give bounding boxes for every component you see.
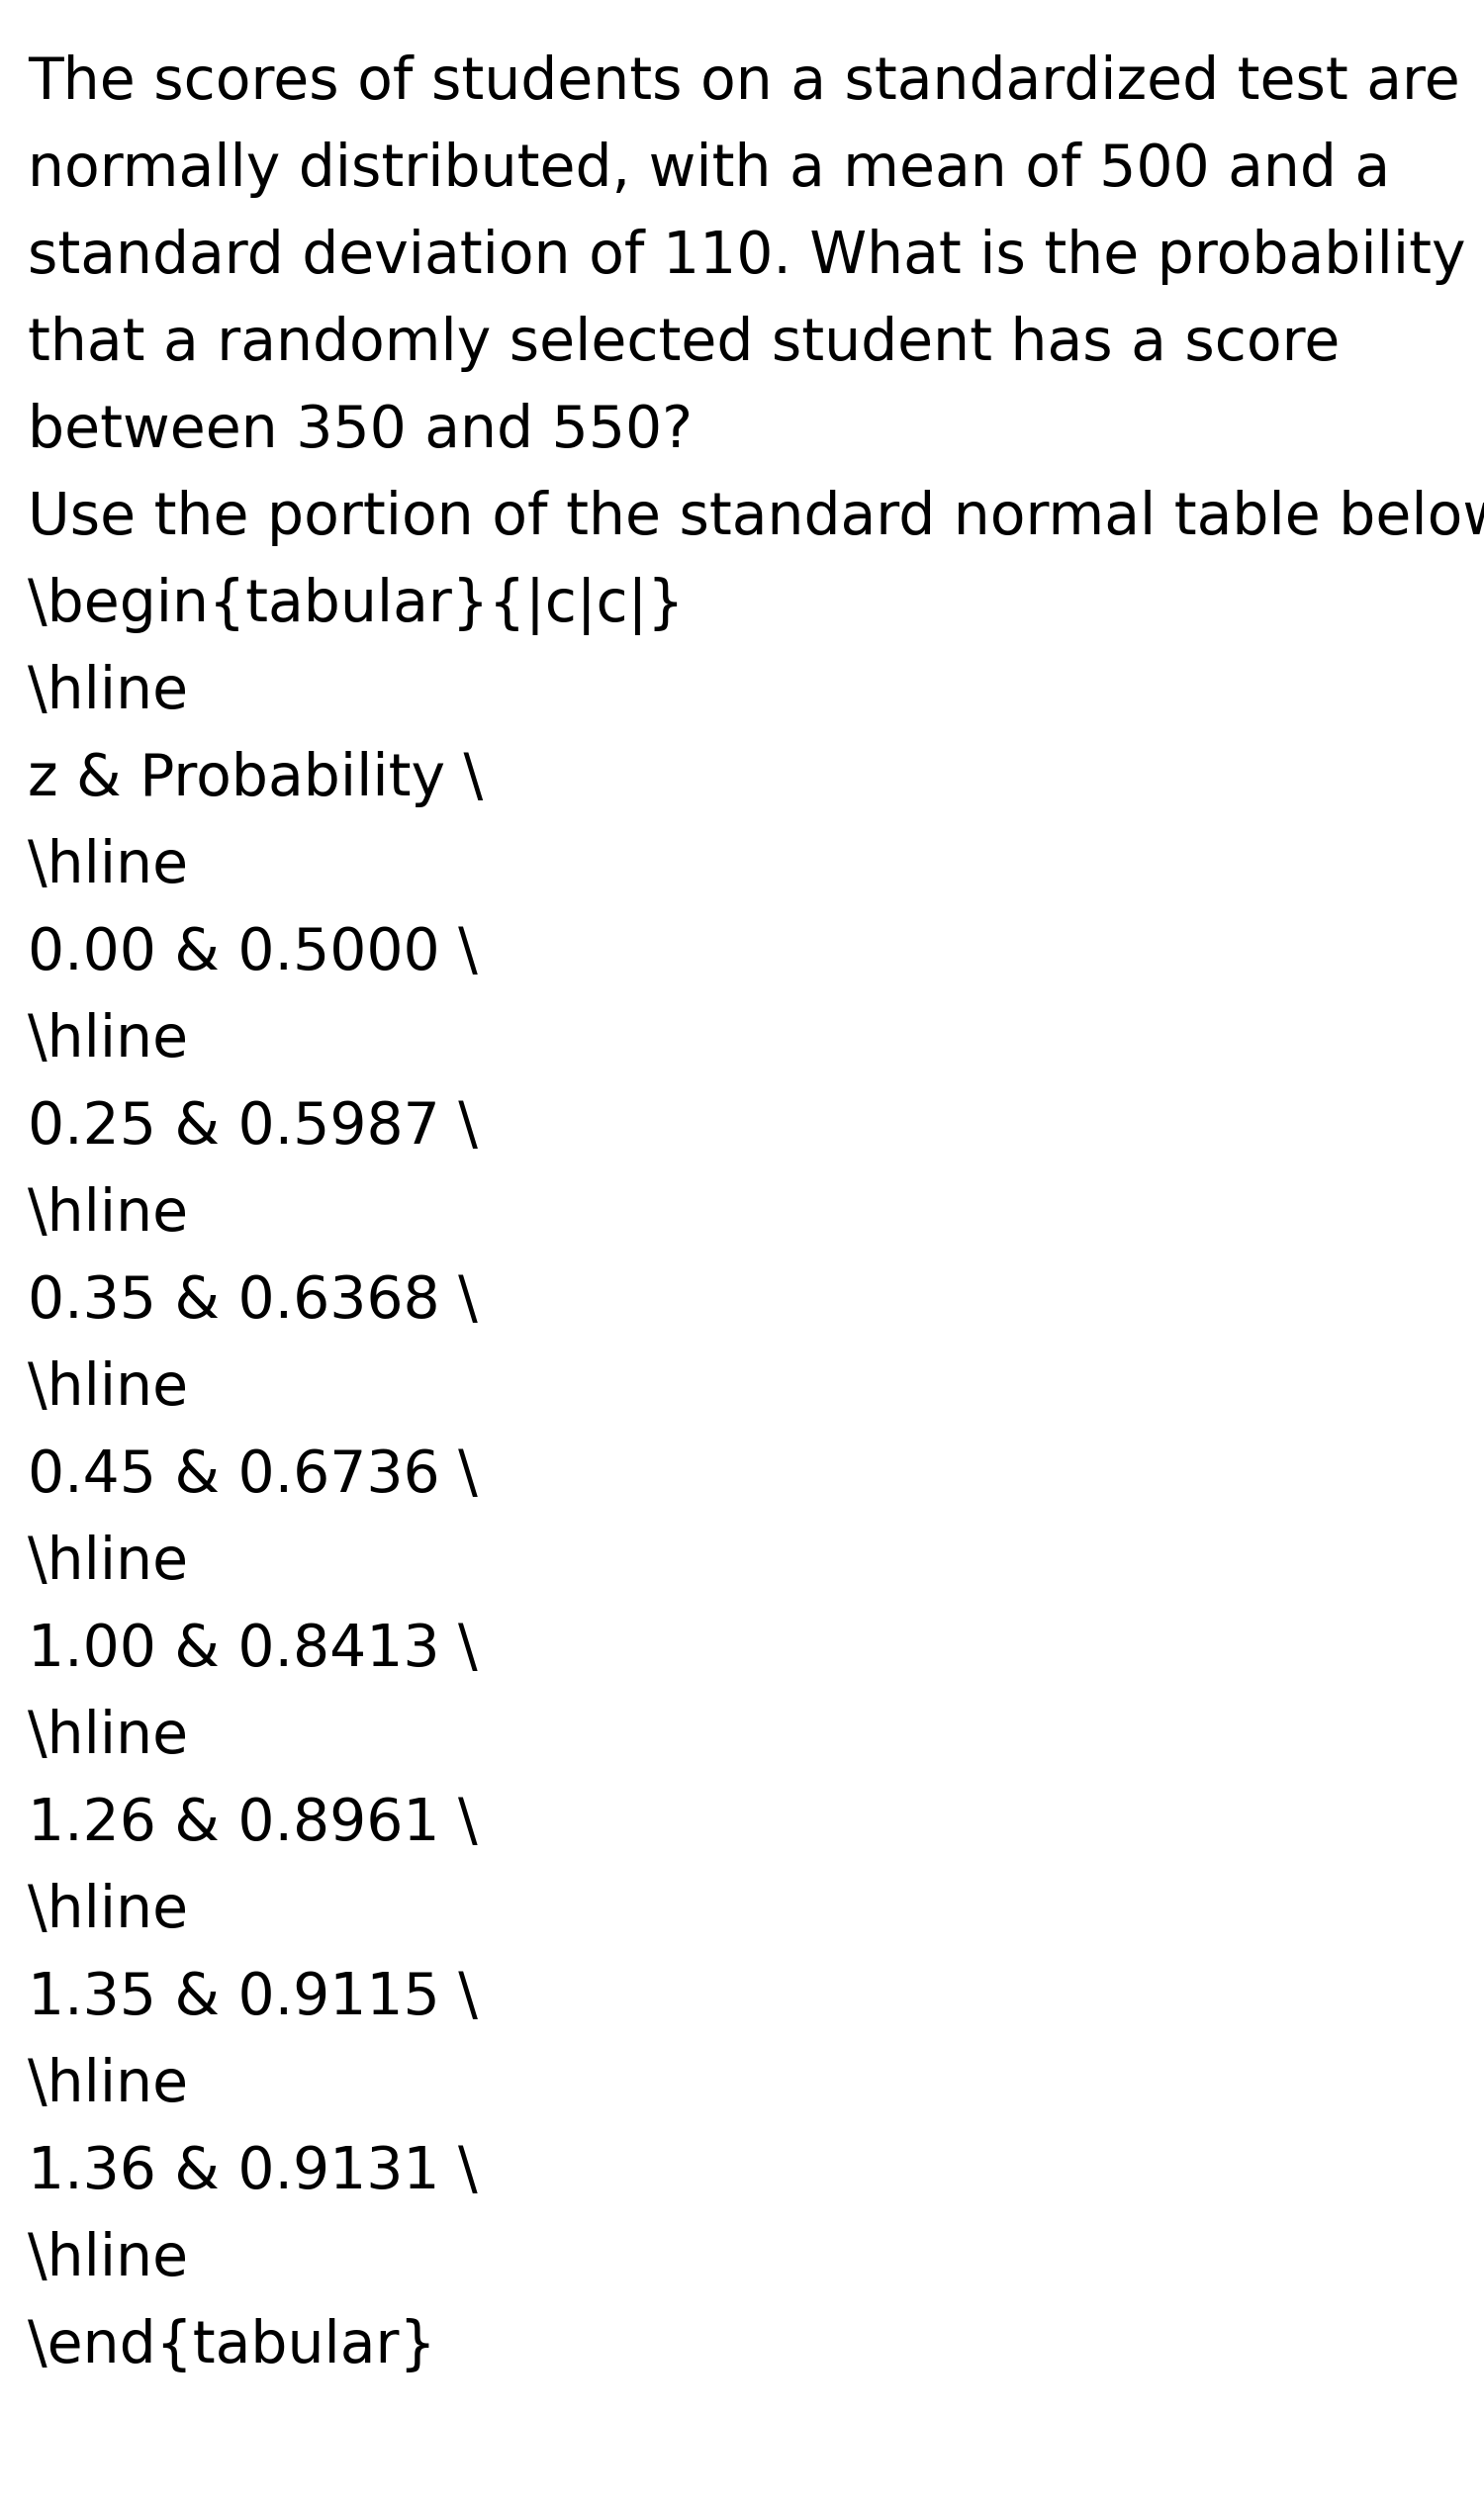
Text: 1.00 & 0.8413 \: 1.00 & 0.8413 \ [28,1621,478,1679]
Text: \hline: \hline [28,1187,188,1242]
Text: The scores of students on a standardized test are: The scores of students on a standardized… [28,55,1460,110]
Text: \hline: \hline [28,1536,188,1591]
Text: 0.00 & 0.5000 \: 0.00 & 0.5000 \ [28,926,478,981]
Text: \hline: \hline [28,1882,188,1939]
Text: 0.25 & 0.5987 \: 0.25 & 0.5987 \ [28,1099,478,1157]
Text: \hline: \hline [28,1709,188,1764]
Text: \hline: \hline [28,2057,188,2113]
Text: z & Probability \: z & Probability \ [28,750,482,808]
Text: between 350 and 550?: between 350 and 550? [28,401,693,459]
Text: 0.35 & 0.6368 \: 0.35 & 0.6368 \ [28,1272,478,1330]
Text: 1.36 & 0.9131 \: 1.36 & 0.9131 \ [28,2143,478,2200]
Text: \hline: \hline [28,665,188,720]
Text: \hline: \hline [28,1011,188,1069]
Text: \hline: \hline [28,838,188,893]
Text: 1.26 & 0.8961 \: 1.26 & 0.8961 \ [28,1796,478,1852]
Text: standard deviation of 110. What is the probability: standard deviation of 110. What is the p… [28,228,1466,286]
Text: 0.45 & 0.6736 \: 0.45 & 0.6736 \ [28,1448,478,1503]
Text: \hline: \hline [28,2231,188,2288]
Text: 1.35 & 0.9115 \: 1.35 & 0.9115 \ [28,1970,478,2027]
Text: \begin{tabular}{|c|c|}: \begin{tabular}{|c|c|} [28,577,684,635]
Text: normally distributed, with a mean of 500 and a: normally distributed, with a mean of 500… [28,141,1391,198]
Text: Use the portion of the standard normal table below:: Use the portion of the standard normal t… [28,489,1484,547]
Text: \end{tabular}: \end{tabular} [28,2318,436,2374]
Text: that a randomly selected student has a score: that a randomly selected student has a s… [28,316,1340,371]
Text: \hline: \hline [28,1360,188,1418]
